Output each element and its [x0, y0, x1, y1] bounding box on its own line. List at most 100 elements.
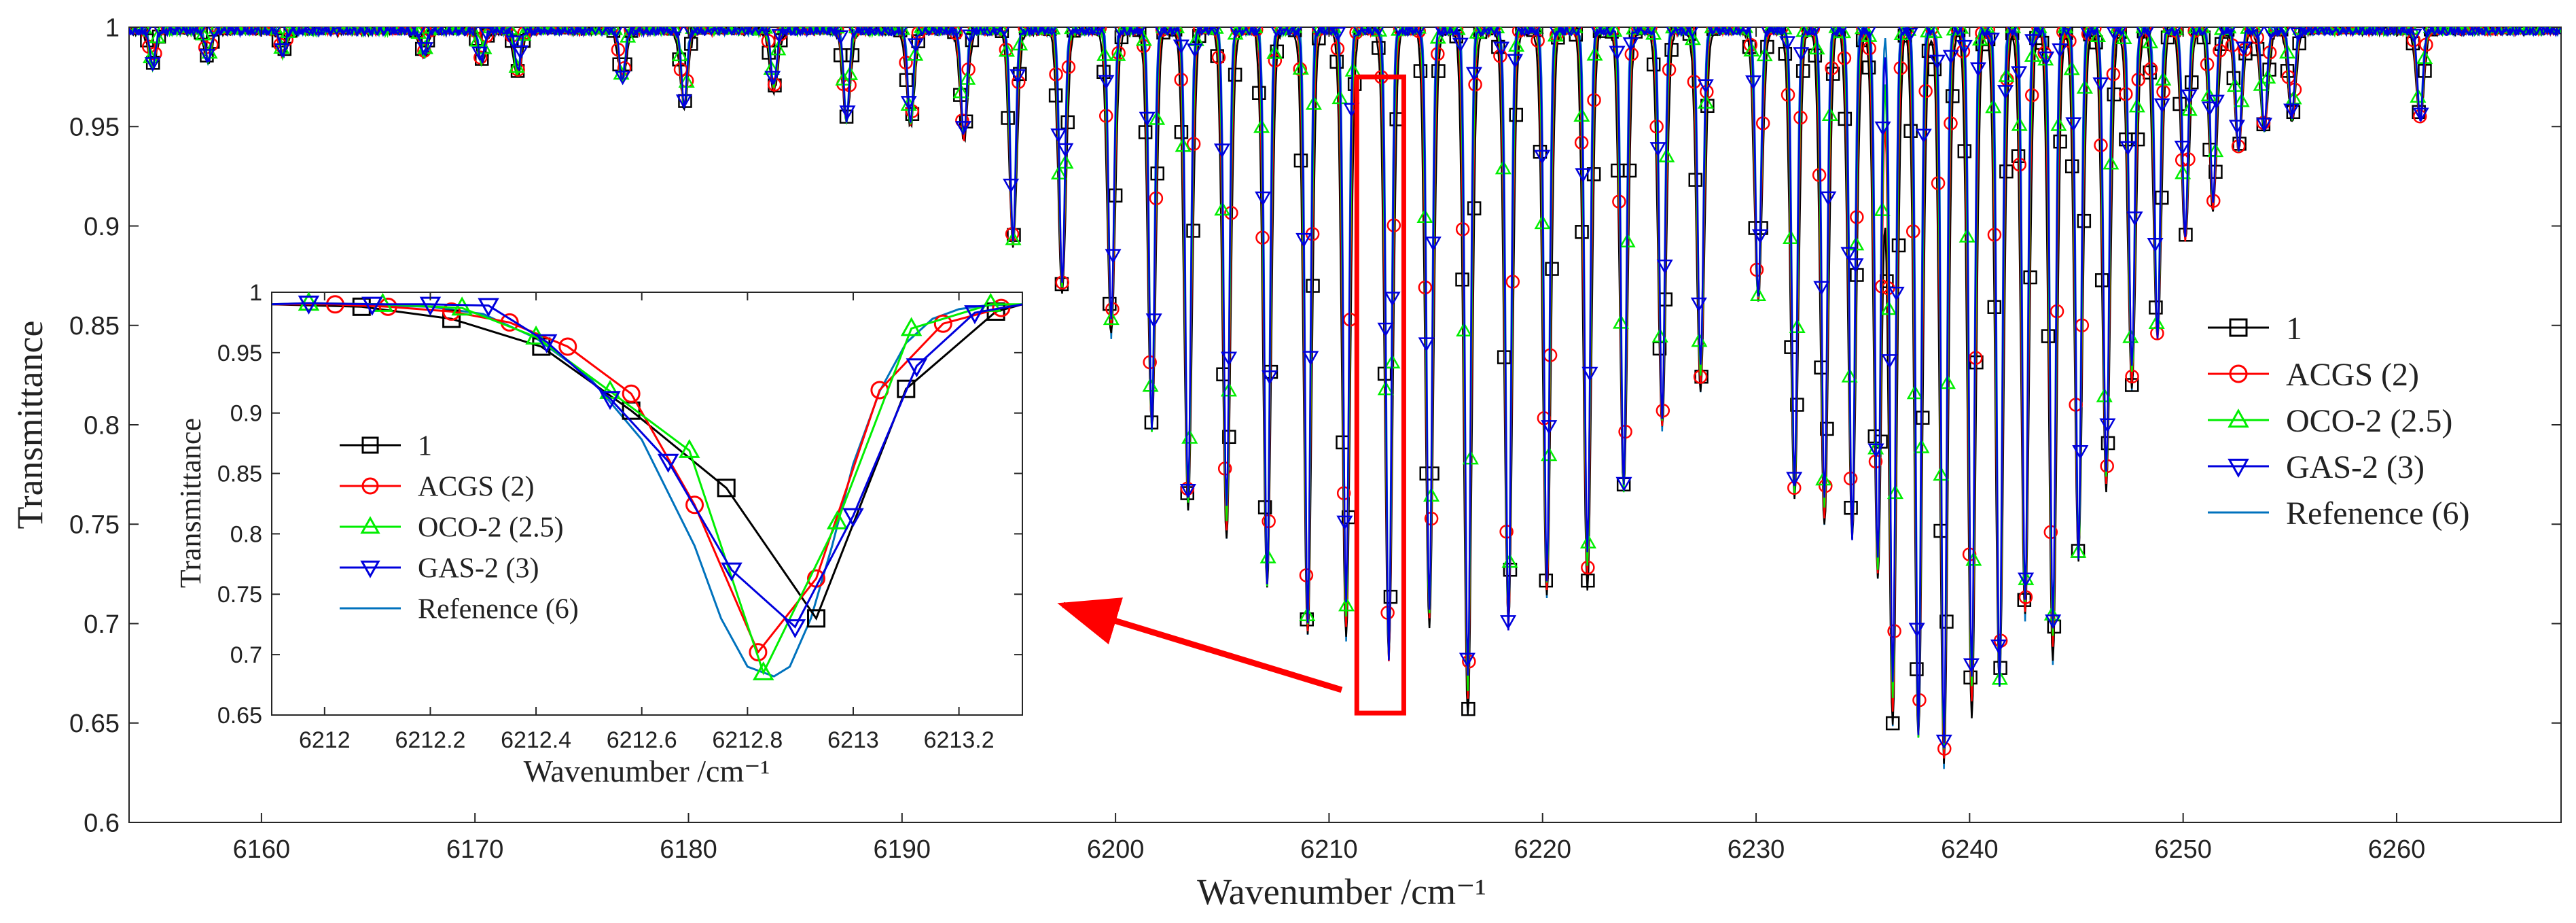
main-data-marker	[2153, 98, 2170, 114]
main-data-marker	[140, 27, 152, 38]
main-data-marker	[1963, 658, 1980, 673]
main-data-marker	[1461, 701, 1475, 716]
inset-legend-marker	[360, 560, 380, 578]
main-data-marker	[1005, 230, 1022, 245]
main-data-marker	[1656, 259, 1673, 275]
main-data-marker	[1448, 27, 1459, 36]
main-data-marker	[195, 27, 206, 37]
main-data-marker	[2350, 27, 2365, 35]
main-data-marker	[2092, 77, 2109, 92]
inset-data-marker	[842, 508, 864, 527]
inset-data-marker	[478, 298, 499, 317]
inset-legend-label: Refenence (6)	[418, 594, 579, 625]
main-data-marker	[1745, 75, 1762, 90]
main-data-marker	[683, 27, 698, 40]
main-data-marker	[2421, 27, 2434, 38]
main-data-marker	[2272, 27, 2283, 36]
main-data-marker	[1881, 354, 1898, 369]
main-y-tick-label: 0.9	[84, 213, 120, 241]
main-series-gas-2	[129, 27, 2561, 750]
main-data-marker	[1105, 249, 1122, 264]
main-data-marker	[1997, 85, 2014, 100]
main-data-marker	[2080, 27, 2094, 40]
main-data-marker	[675, 94, 692, 109]
main-data-marker	[467, 27, 478, 37]
main-data-marker	[771, 29, 788, 43]
main-y-tick-label: 0.95	[69, 114, 120, 142]
main-data-marker	[2208, 94, 2225, 109]
main-data-marker	[1838, 111, 1853, 126]
main-data-marker	[1329, 54, 1344, 69]
main-data-marker	[1465, 67, 1482, 82]
main-data-marker	[1057, 143, 1074, 158]
main-data-marker	[1507, 54, 1524, 69]
main-data-marker	[1779, 36, 1796, 51]
main-data-marker	[1980, 27, 1990, 36]
main-data-marker	[2061, 27, 2072, 36]
main-data-marker	[1615, 476, 1632, 492]
main-x-tick-label: 6200	[1087, 835, 1145, 864]
main-data-marker	[2119, 141, 2136, 156]
main-data-marker	[1230, 27, 1242, 38]
main-series-group	[129, 27, 2561, 769]
main-data-marker	[2089, 27, 2099, 36]
main-data-marker	[2278, 27, 2291, 38]
main-data-marker	[1384, 292, 1401, 307]
main-data-marker	[1915, 128, 1932, 143]
main-y-tick-label: 0.6	[84, 809, 120, 837]
main-data-marker	[1210, 27, 1221, 37]
main-data-marker	[1431, 64, 1446, 78]
main-y-tick-label: 0.85	[69, 312, 120, 341]
inset-data-marker	[678, 438, 700, 458]
inset-plot-area	[271, 292, 1023, 716]
inset-data-marker	[900, 317, 923, 336]
main-data-marker	[355, 27, 369, 35]
main-data-marker	[1778, 46, 1793, 61]
zoom-highlight-box	[1354, 74, 1406, 716]
main-data-marker	[1255, 191, 1272, 207]
main-data-marker	[2402, 27, 2412, 36]
main-data-marker	[1999, 164, 2014, 179]
main-data-marker	[1251, 27, 1262, 37]
inset-y-tick-label: 0.95	[217, 341, 262, 366]
main-data-marker	[900, 96, 917, 111]
inset-legend-label: 1	[418, 431, 432, 462]
main-data-marker	[1786, 472, 1803, 487]
main-data-marker	[270, 27, 281, 37]
main-data-marker	[2116, 27, 2126, 37]
main-legend-marker	[2229, 318, 2248, 337]
main-data-marker	[1957, 144, 1972, 158]
main-x-tick-label: 6230	[1728, 835, 1785, 864]
inset-data-marker	[298, 292, 320, 311]
main-data-marker	[839, 105, 856, 120]
inset-x-tick-label: 6213.2	[924, 727, 995, 753]
main-data-marker	[2011, 66, 2028, 81]
main-data-marker	[406, 27, 417, 36]
main-data-marker	[1752, 229, 1769, 244]
main-y-ticks: 0.6 0.65 0.7 0.75 0.8 0.85 0.9 0.95 1	[69, 14, 2561, 837]
main-data-marker	[1942, 50, 1959, 65]
main-data-marker	[614, 70, 631, 86]
main-x-tick-label: 6180	[660, 835, 717, 864]
main-data-marker	[950, 27, 963, 39]
main-data-marker	[2231, 139, 2246, 154]
main-data-marker	[1847, 258, 1864, 273]
main-data-marker	[1749, 286, 1767, 301]
main-data-marker	[1969, 62, 1986, 77]
main-data-marker	[1425, 237, 1442, 251]
main-data-marker	[1929, 54, 1946, 69]
main-data-marker	[1575, 168, 1592, 183]
main-data-marker	[2126, 211, 2143, 226]
main-data-marker	[1809, 27, 1821, 37]
main-data-marker	[999, 27, 1010, 37]
main-legend-marker	[2228, 408, 2249, 428]
main-x-axis-label: Wavenumber /cm⁻¹	[1197, 871, 1486, 912]
inset-chart: 6212 6212.2 6212.4 6212.6 6212.8 6213 6213.2 0…	[174, 277, 1031, 790]
main-data-marker	[1046, 27, 1057, 37]
main-data-marker	[1925, 27, 1936, 36]
main-data-marker	[1581, 366, 1598, 382]
inset-data-marker	[622, 384, 641, 403]
main-data-marker	[1492, 41, 1510, 56]
main-data-marker	[1820, 191, 1837, 206]
main-data-marker	[1550, 27, 1562, 39]
